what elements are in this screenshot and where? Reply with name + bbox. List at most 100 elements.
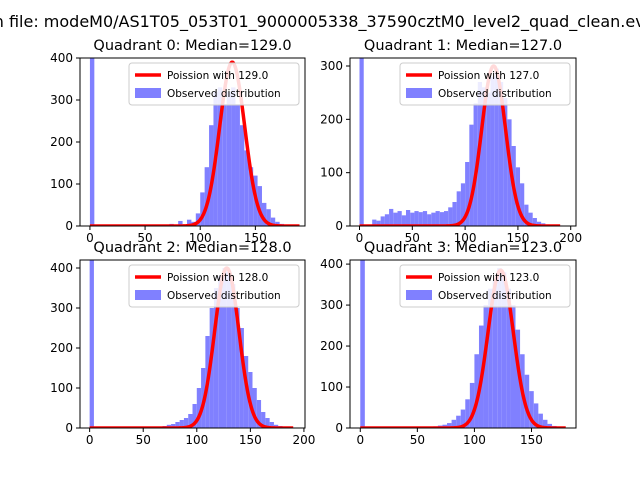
histogram-bar (226, 91, 232, 226)
subplot-quadrant-0: 0 50 100 150 0 100 200 300 400 Poission with 129.… (50, 38, 306, 245)
legend: Poission with 123.0 Observed distribution (399, 264, 571, 308)
y-tick-label: 0 (335, 219, 343, 233)
y-tick-label: 200 (320, 339, 343, 353)
histogram-bar (536, 221, 542, 226)
histogram-bar (448, 207, 453, 226)
histogram-bar (515, 167, 521, 226)
histogram-bar (465, 399, 470, 428)
x-tick-label: 150 (239, 433, 262, 447)
poisson-curve (359, 268, 567, 428)
histogram-bar (235, 104, 240, 226)
figure-suptitle: In file: modeM0/AS1T05_053T01_9000005338… (0, 12, 640, 32)
subplot-title: Quadrant 3: Median=123.0 (364, 240, 562, 256)
histogram-bar (456, 191, 461, 226)
legend-bar-swatch (135, 88, 161, 98)
histogram-bar (524, 374, 530, 428)
subplot-quadrant-3: 0 50 100 150 0 100 200 300 400 Poission with 123.… (320, 240, 577, 447)
histogram-bar (469, 124, 474, 226)
legend-bar-swatch (406, 88, 432, 98)
y-tick-label: 300 (50, 301, 73, 315)
histogram-bar (532, 218, 537, 226)
histogram-bar (231, 284, 236, 428)
histogram-bar (217, 87, 223, 226)
histogram-bar (538, 413, 543, 428)
histogram-bar (360, 260, 365, 428)
histogram-bar (443, 211, 449, 226)
histogram-bar (261, 202, 267, 226)
x-tick-label: 50 (405, 231, 420, 245)
histogram-bar (498, 82, 504, 226)
histogram-bar (524, 204, 529, 226)
histogram-bar (244, 150, 249, 226)
histogram-bar (265, 418, 270, 428)
histogram-bar (465, 162, 470, 226)
y-tick-label: 0 (65, 421, 73, 435)
histogram-bar (410, 212, 415, 226)
x-tick-label: 0 (356, 231, 364, 245)
histogram-bar (483, 305, 489, 428)
x-tick-label: 200 (292, 433, 315, 447)
histogram-bar (393, 212, 398, 226)
x-tick-label: 150 (506, 231, 529, 245)
histogram-bar (213, 288, 219, 428)
histogram-bar (492, 280, 498, 428)
legend-poisson-label: Poission with 123.0 (438, 272, 539, 284)
x-tick-label: 50 (136, 433, 151, 447)
histogram-bar (494, 68, 499, 226)
histogram-bar (200, 192, 205, 226)
histogram-bar (490, 76, 495, 226)
histogram-bar (252, 388, 257, 428)
histogram-bar (515, 329, 521, 428)
subplot-grid: 0 50 100 150 0 100 200 300 400 Poission with 129.… (50, 38, 582, 447)
subplot-title: Quadrant 1: Median=127.0 (364, 38, 562, 54)
y-tick-label: 100 (320, 166, 343, 180)
y-tick-label: 100 (50, 177, 73, 191)
histogram-bar (528, 212, 533, 226)
x-tick-label: 100 (463, 433, 486, 447)
histogram-bar (469, 382, 475, 428)
histogram-bar (183, 418, 189, 428)
legend-box (399, 62, 571, 106)
histogram-bar (510, 305, 516, 428)
subplot-quadrant-2: 0 50 100 150 200 0 100 200 300 400 Poission with 1… (50, 240, 315, 447)
histogram-bar (188, 414, 193, 428)
histogram-bar (533, 403, 539, 428)
histogram-bar (497, 268, 502, 428)
histogram-bar (474, 354, 479, 428)
histogram-bar (257, 186, 262, 226)
histogram-bar (226, 272, 232, 428)
x-tick-label: 100 (189, 231, 212, 245)
histogram-bar (239, 328, 244, 428)
x-tick-label: 150 (520, 433, 543, 447)
histogram-bar (175, 422, 180, 428)
histogram-bar (218, 276, 223, 428)
histogram-bar (488, 288, 493, 428)
legend-bar-swatch (135, 290, 161, 300)
legend: Poission with 128.0 Observed distribution (128, 264, 300, 308)
histogram-bar (435, 211, 440, 226)
x-tick-label: 0 (86, 231, 94, 245)
histogram-bar (405, 210, 411, 226)
histogram-bar (372, 219, 377, 226)
histogram-bar (269, 422, 274, 428)
legend-bar-swatch (406, 290, 432, 300)
observed-histogram (360, 260, 566, 428)
histogram-bar (401, 215, 406, 226)
histogram-bar (196, 388, 202, 428)
y-tick-label: 100 (320, 380, 343, 394)
histogram-bar (89, 260, 94, 428)
axes-frame (79, 259, 306, 429)
histogram-bar (507, 119, 512, 226)
poisson-curve (88, 266, 295, 428)
legend-observed-label: Observed distribution (167, 88, 281, 100)
histogram-bar (239, 125, 245, 226)
y-tick-label: 100 (50, 381, 73, 395)
y-tick-label: 200 (50, 135, 73, 149)
histogram-bar (414, 211, 419, 226)
x-tick-label: 150 (244, 231, 267, 245)
histogram-bar (178, 220, 183, 226)
histogram-bar (389, 208, 394, 226)
poisson-curve (88, 60, 301, 226)
histogram-bar (506, 288, 511, 428)
